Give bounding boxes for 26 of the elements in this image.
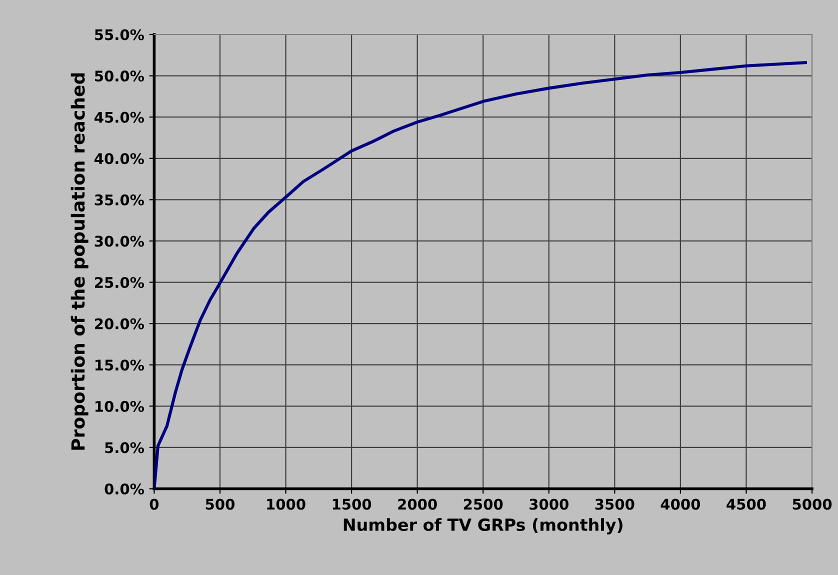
y-tick-label: 0.0% xyxy=(104,483,144,494)
x-tick-label: 3500 xyxy=(595,498,634,510)
y-tick-label: 35.0% xyxy=(94,194,144,206)
y-axis-title: Proportion of the population reached xyxy=(70,73,88,450)
x-tick-label: 0 xyxy=(150,498,159,510)
x-tick-label: 1000 xyxy=(267,498,306,510)
x-tick-label: 2500 xyxy=(464,498,503,510)
y-tick-label: 15.0% xyxy=(96,360,144,371)
y-tick-label: 40.0% xyxy=(94,153,144,164)
x-tick-label: 500 xyxy=(206,498,234,510)
x-axis-title: Number of TV GRPs (monthly) xyxy=(344,518,622,534)
line-series xyxy=(154,61,807,489)
y-tick-label: 10.0% xyxy=(96,400,144,412)
y-tick-label: 50.0% xyxy=(95,70,144,82)
y-tick-label: 5.0% xyxy=(105,442,144,454)
x-tick-label: 4500 xyxy=(726,498,766,510)
y-tick-label: 25.0% xyxy=(95,276,144,288)
x-tick-label: 2000 xyxy=(398,498,437,510)
x-tick-label: 5000 xyxy=(792,498,832,510)
y-tick-label: 20.0% xyxy=(95,318,144,330)
y-tick-label: 30.0% xyxy=(94,236,144,247)
x-tick-label: 3000 xyxy=(530,498,568,510)
x-tick-label: 4000 xyxy=(660,498,700,510)
y-tick-label: 45.0% xyxy=(94,112,144,123)
x-tick-label: 1500 xyxy=(332,498,372,510)
y-tick-label: 55.0% xyxy=(95,29,144,40)
